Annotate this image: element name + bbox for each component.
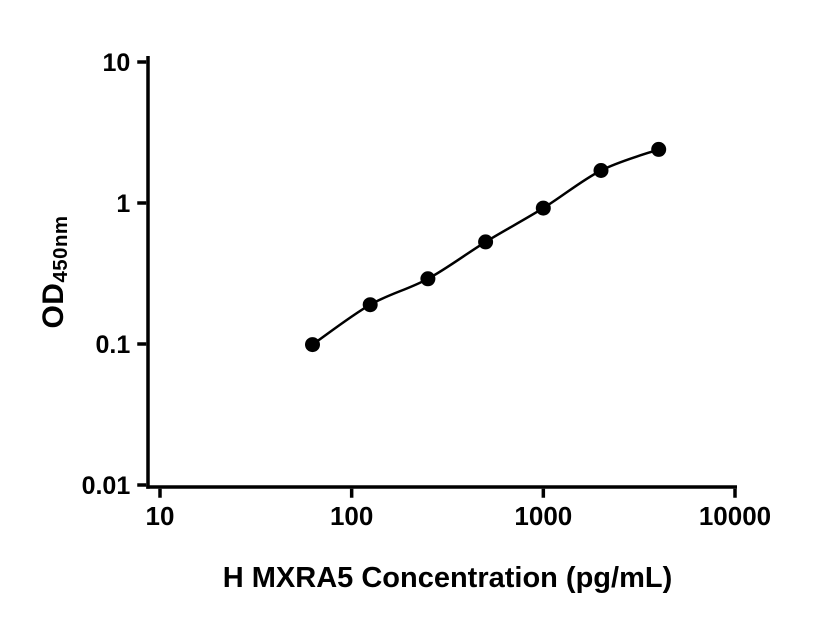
data-point xyxy=(478,234,494,250)
data-point xyxy=(651,141,667,157)
x-tick-label: 1000 xyxy=(514,501,572,531)
y-tick-label: 10 xyxy=(102,49,130,77)
x-axis-label: H MXRA5 Concentration (pg/mL) xyxy=(222,562,673,594)
data-point xyxy=(535,200,551,216)
data-point xyxy=(593,163,609,178)
y-axis-label: OD450nm xyxy=(37,215,73,329)
y-tick-label: 0.01 xyxy=(82,472,131,500)
y-tick-label: 0.1 xyxy=(95,331,130,359)
x-tick-label: 10000 xyxy=(699,501,771,531)
data-point xyxy=(305,337,320,353)
data-point xyxy=(362,297,378,313)
x-tick-label: 10 xyxy=(146,501,175,531)
y-axis-label-main: OD xyxy=(37,282,70,329)
data-point xyxy=(420,271,436,287)
y-axis-label-sub: 450nm xyxy=(50,215,73,283)
y-tick-label: 1 xyxy=(116,190,130,218)
x-tick-label: 100 xyxy=(330,501,373,531)
